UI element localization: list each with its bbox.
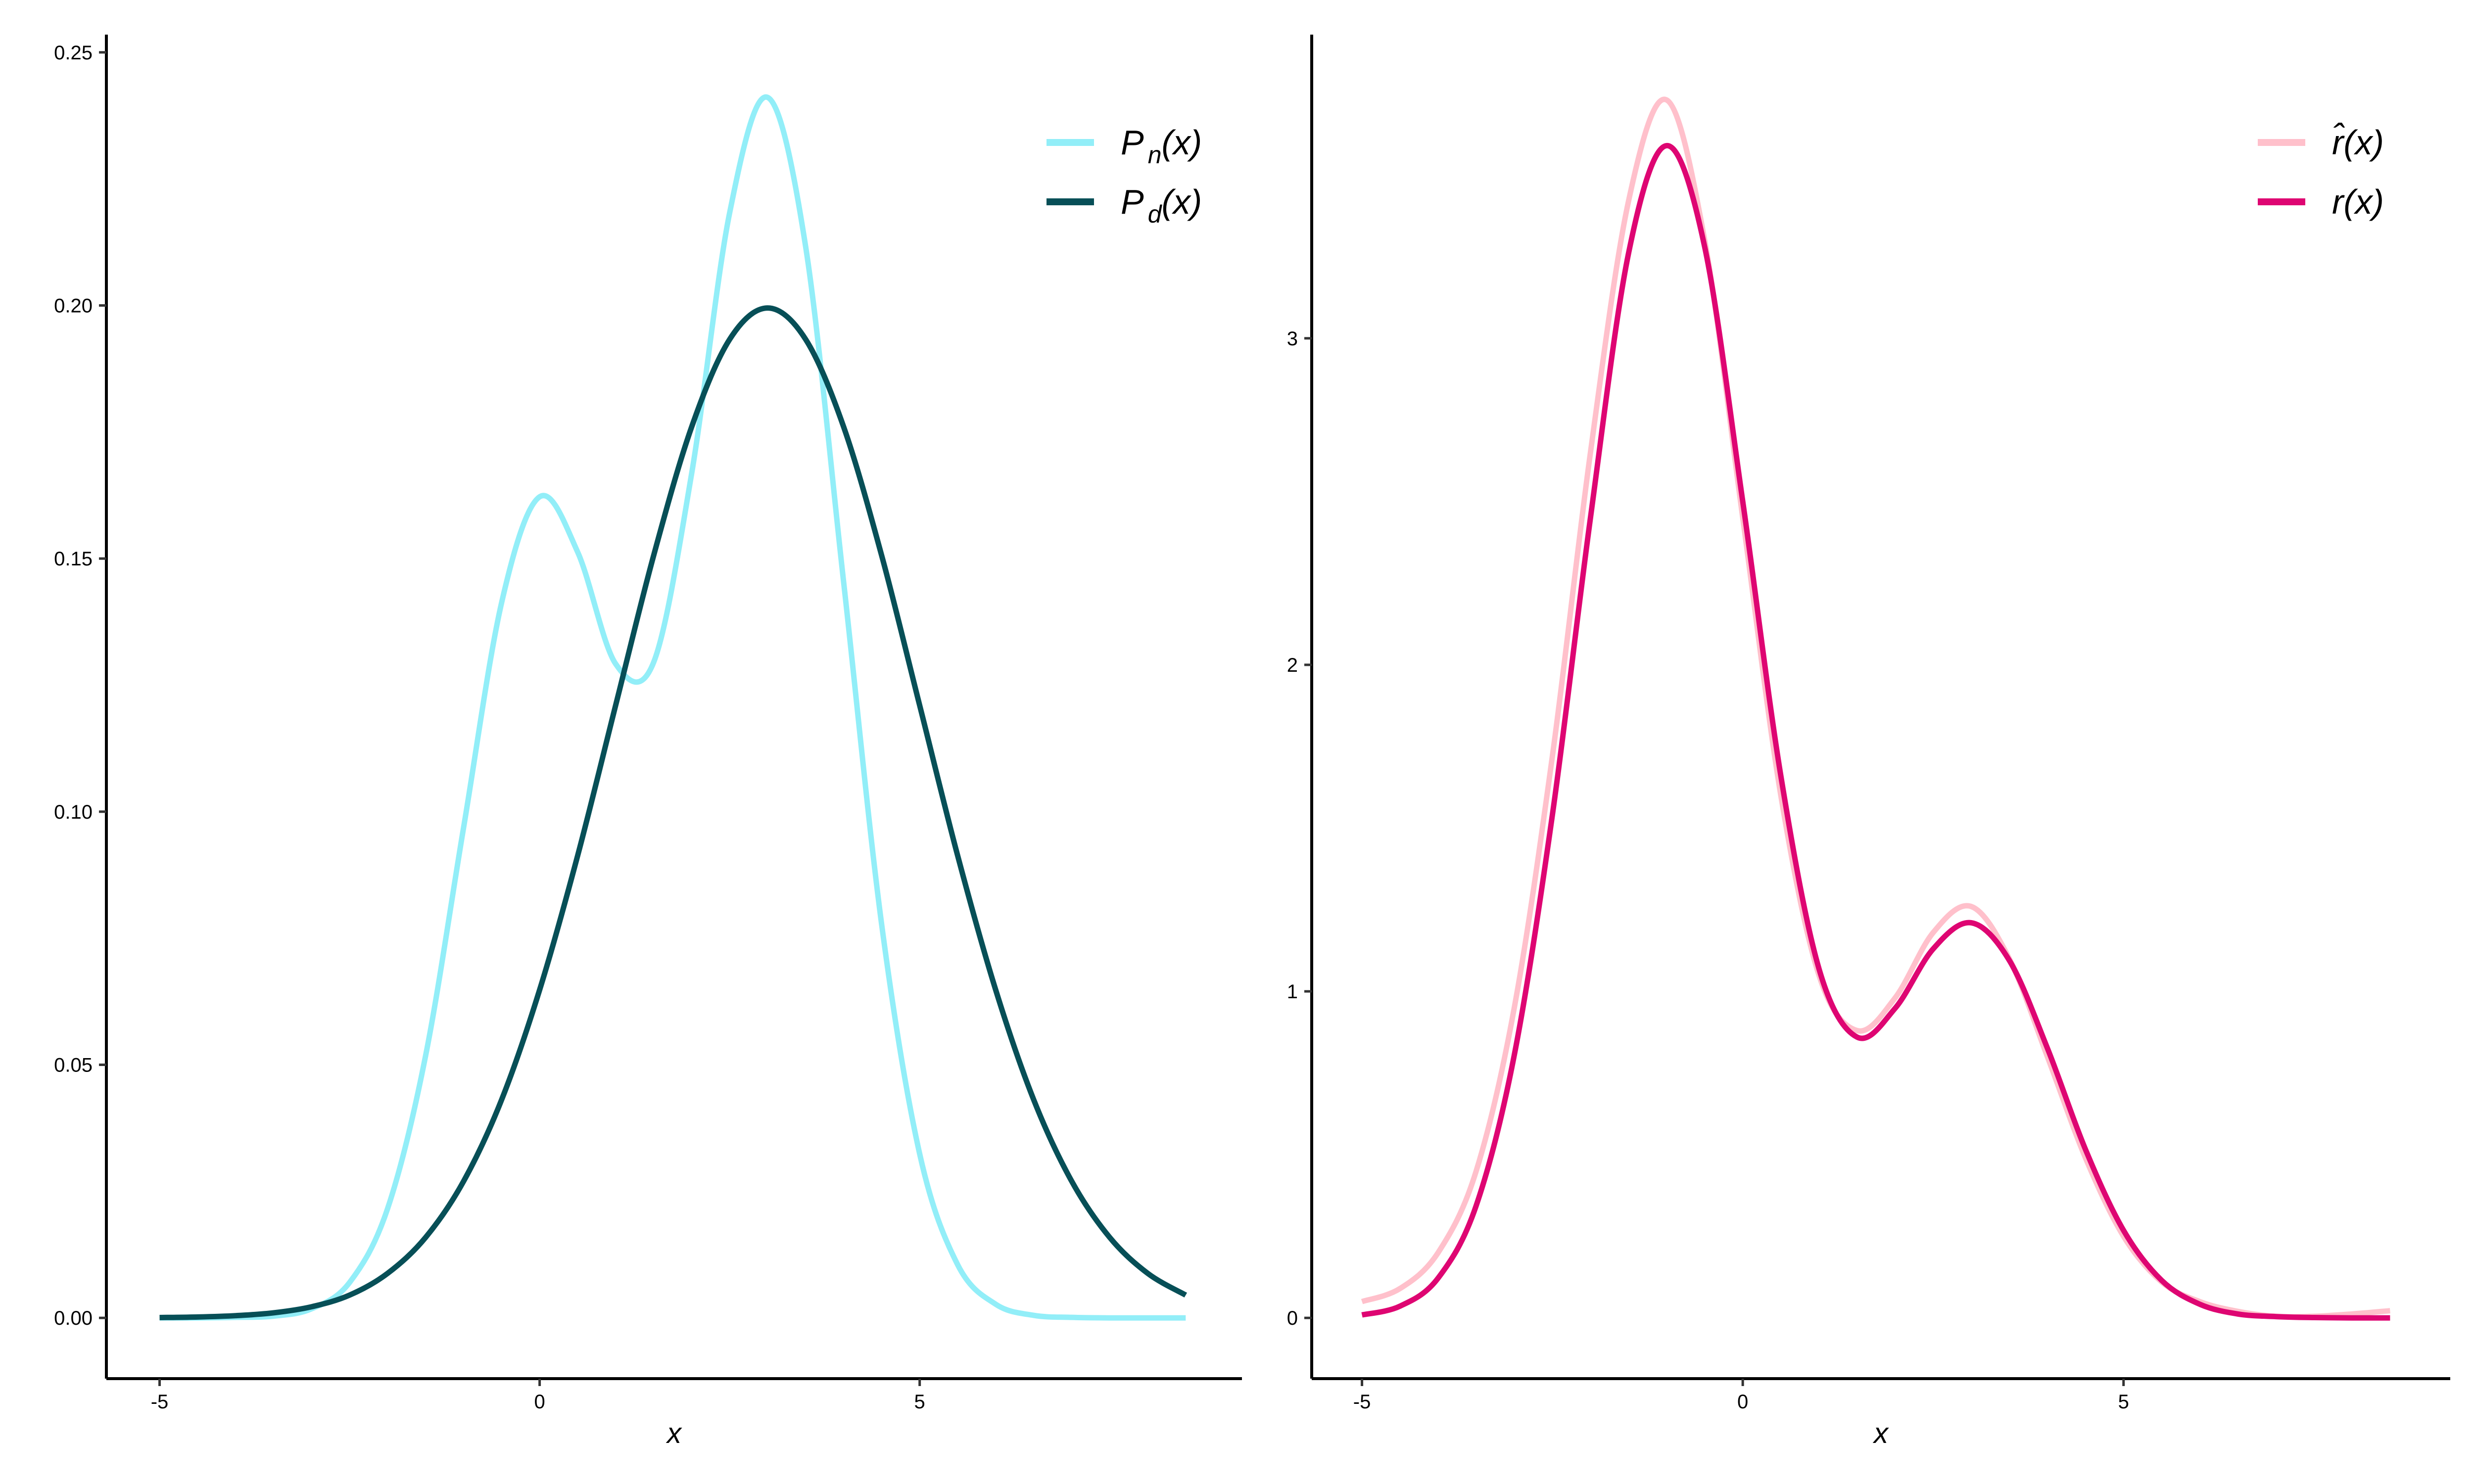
x-tick-label: 0 — [1737, 1391, 1748, 1413]
y-tick-label: 0.15 — [54, 548, 93, 570]
y-tick-label: 2 — [1287, 654, 1298, 676]
legend-label-tail: (x) — [2343, 123, 2384, 162]
x-tick-label: -5 — [151, 1391, 169, 1413]
x-axis-title: x — [1872, 1417, 1889, 1449]
y-tick-label: 0.00 — [54, 1307, 93, 1329]
x-tick-label: 0 — [534, 1391, 545, 1413]
legend-label-main: r — [2332, 183, 2345, 221]
x-axis-title: x — [666, 1417, 682, 1449]
legend-label-main: P — [1121, 123, 1144, 162]
y-tick-label: 0.10 — [54, 801, 93, 823]
legend-label-tail: (x) — [1162, 123, 1202, 162]
y-tick-label: 3 — [1287, 328, 1298, 350]
y-tick-label: 0.20 — [54, 295, 93, 317]
x-tick-label: -5 — [1353, 1391, 1371, 1413]
legend-label-main: P — [1121, 183, 1144, 221]
y-tick-label: 1 — [1287, 981, 1298, 1003]
series-line-1 — [159, 94, 1186, 1321]
legend-label-tail: (x) — [2343, 183, 2384, 221]
legend-label-subscript: d — [1148, 200, 1163, 228]
legend-label-tail: (x) — [1162, 183, 1202, 221]
legend-label: r̂(x) — [2332, 123, 2384, 162]
y-tick-label: 0.05 — [54, 1055, 93, 1076]
legend-label: r(x) — [2332, 183, 2384, 221]
series-line-2 — [1361, 142, 2390, 1321]
y-tick-label: 0 — [1287, 1307, 1298, 1329]
x-tick-label: 5 — [2118, 1391, 2129, 1413]
legend-label-subscript: n — [1148, 141, 1162, 169]
panel-1: 0.000.050.100.150.200.25-5 0 5xP n(x)P d(x) — [54, 35, 1242, 1449]
series-line-1 — [1361, 96, 2390, 1320]
y-tick-label: 0.25 — [54, 42, 93, 64]
series-line-2 — [159, 305, 1188, 1320]
legend-label-main: r̂ — [2332, 123, 2345, 162]
x-tick-label: 5 — [914, 1391, 925, 1413]
